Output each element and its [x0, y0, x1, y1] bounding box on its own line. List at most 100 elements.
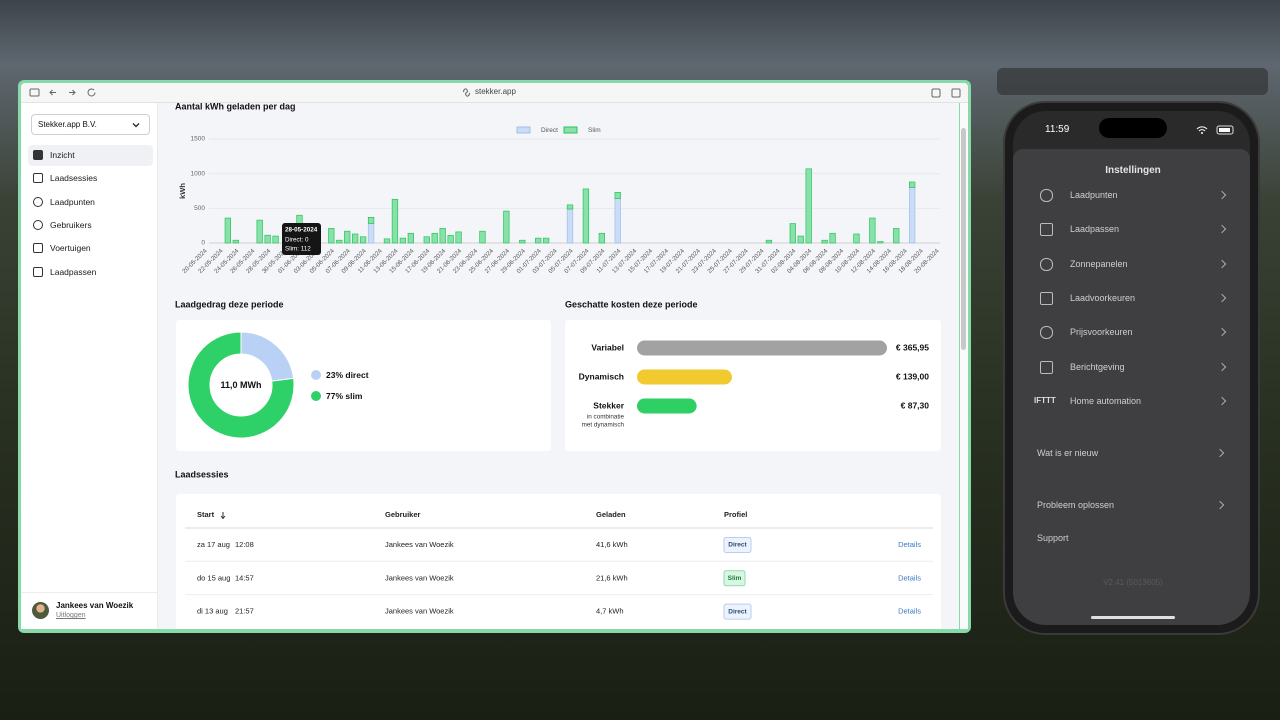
bar-segment — [614, 198, 621, 244]
bar-segment — [383, 238, 391, 244]
split-icon[interactable] — [951, 88, 961, 98]
cell-user: Jankees van Woezik — [385, 607, 454, 616]
organization-select[interactable]: Stekker.app B.V. — [31, 114, 150, 135]
sidebar-toggle[interactable] — [29, 88, 40, 97]
avatar — [32, 602, 49, 619]
url[interactable]: stekker.app — [475, 87, 516, 96]
y-tick-label: 0 — [201, 240, 205, 247]
bar-segment — [582, 188, 590, 244]
settings-item[interactable]: Zonnepanelen — [1070, 258, 1128, 269]
value-label: € 87,30 — [901, 400, 930, 410]
blurred-toolbar — [997, 68, 1268, 95]
nav-item[interactable]: Voertuigen — [50, 243, 91, 254]
settings-item[interactable]: Home automation — [1070, 395, 1142, 406]
scroll-thumb[interactable] — [961, 128, 966, 350]
y-tick-label: 1500 — [191, 136, 206, 143]
settings-item[interactable]: Prijsvoorkeuren — [1070, 327, 1133, 338]
settings-link[interactable]: Probleem oplossen — [1037, 500, 1115, 510]
settings-item[interactable]: Laadpassen — [1070, 224, 1120, 235]
legend-label: Direct — [541, 127, 558, 134]
cell-energy: 4,7 kWh — [596, 607, 624, 616]
profile-label: Direct — [728, 608, 747, 615]
legend-label: Slim — [588, 127, 601, 134]
bar-segment — [264, 234, 271, 244]
value-label: € 365,95 — [896, 342, 929, 352]
nav-active-bg — [28, 145, 153, 166]
bar-segment — [598, 232, 605, 244]
legend-label: 23% direct — [326, 370, 369, 380]
bar-segment — [391, 198, 399, 244]
status-icons — [1196, 125, 1234, 135]
bar-segment — [455, 231, 462, 244]
value-label: € 139,00 — [896, 371, 929, 381]
reader-icon[interactable] — [931, 88, 941, 98]
details-link[interactable]: Details — [898, 607, 921, 616]
cell-user: Jankees van Woezik — [385, 540, 454, 549]
donut-center-label: 11,0 MWh — [220, 380, 261, 390]
bar-segment — [909, 181, 916, 188]
home-indicator — [1091, 616, 1175, 619]
reload-button[interactable] — [87, 88, 96, 97]
bar-segment — [877, 241, 884, 244]
divider — [21, 592, 157, 593]
profile-badge — [723, 537, 752, 553]
tooltip-box — [282, 223, 321, 255]
profile-label: Slim — [728, 575, 742, 582]
column-header: Start — [197, 510, 215, 519]
settings-link[interactable]: Support — [1037, 533, 1069, 543]
bar-segment — [336, 239, 343, 244]
cell-date: do 15 aug — [197, 573, 230, 582]
forward-button[interactable] — [69, 89, 76, 96]
nav-icon — [33, 219, 43, 230]
bar — [637, 340, 887, 356]
link-icon — [463, 88, 470, 97]
bar-segment — [614, 192, 621, 199]
bar-segment — [352, 233, 359, 244]
settings-item[interactable]: Berichtgeving — [1070, 361, 1125, 372]
nav-item[interactable]: Gebruikers — [50, 219, 92, 230]
nav-icon — [33, 173, 43, 184]
logout-link[interactable]: Uitloggen — [56, 612, 86, 619]
settings-icon — [1040, 291, 1053, 305]
bar-segment — [503, 210, 510, 244]
organization-name: Stekker.app B.V. — [38, 120, 97, 129]
settings-icon — [1040, 257, 1053, 271]
bar-segment — [439, 228, 446, 244]
cell-date: di 13 aug — [197, 607, 228, 616]
bar-segment — [805, 168, 812, 244]
bar-segment — [909, 187, 916, 244]
category-label: Variabel — [591, 342, 624, 352]
settings-link[interactable]: Wat is er nieuw — [1037, 448, 1099, 458]
details-link[interactable]: Details — [898, 573, 921, 582]
bar-segment — [272, 235, 279, 244]
section-title: Laadsessies — [175, 469, 229, 479]
settings-icon — [1040, 326, 1053, 340]
bar-segment — [829, 232, 836, 244]
sort-arrow[interactable] — [220, 512, 226, 520]
donut-slice — [187, 331, 295, 439]
column-header: Profiel — [724, 510, 747, 519]
title-bar-icons — [29, 88, 961, 98]
settings-item[interactable]: Laadpunten — [1070, 190, 1118, 200]
bar-segment — [765, 239, 773, 244]
bar-segment — [535, 237, 542, 244]
bar-segment — [367, 216, 375, 224]
details-link[interactable]: Details — [898, 540, 921, 549]
nav-item[interactable]: Laadpassen — [50, 266, 97, 277]
chart-title: Geschatte kosten deze periode — [565, 299, 698, 309]
chart-title: Aantal kWh geladen per dag — [175, 101, 296, 111]
nav-item[interactable]: Laadsessies — [50, 173, 98, 184]
bar-segment — [821, 239, 828, 244]
bar-segment — [224, 217, 231, 244]
nav-item[interactable]: Laadpunten — [50, 196, 95, 207]
bar-segment — [367, 223, 375, 244]
back-button[interactable] — [49, 89, 56, 96]
bar-segment — [479, 230, 486, 244]
nav-item[interactable]: Inzicht — [50, 150, 75, 160]
bar-segment — [256, 219, 263, 244]
settings-item[interactable]: Laadvoorkeuren — [1070, 292, 1136, 303]
cell-time: 12:08 — [235, 540, 254, 549]
cell-date: za 17 aug — [197, 540, 230, 549]
